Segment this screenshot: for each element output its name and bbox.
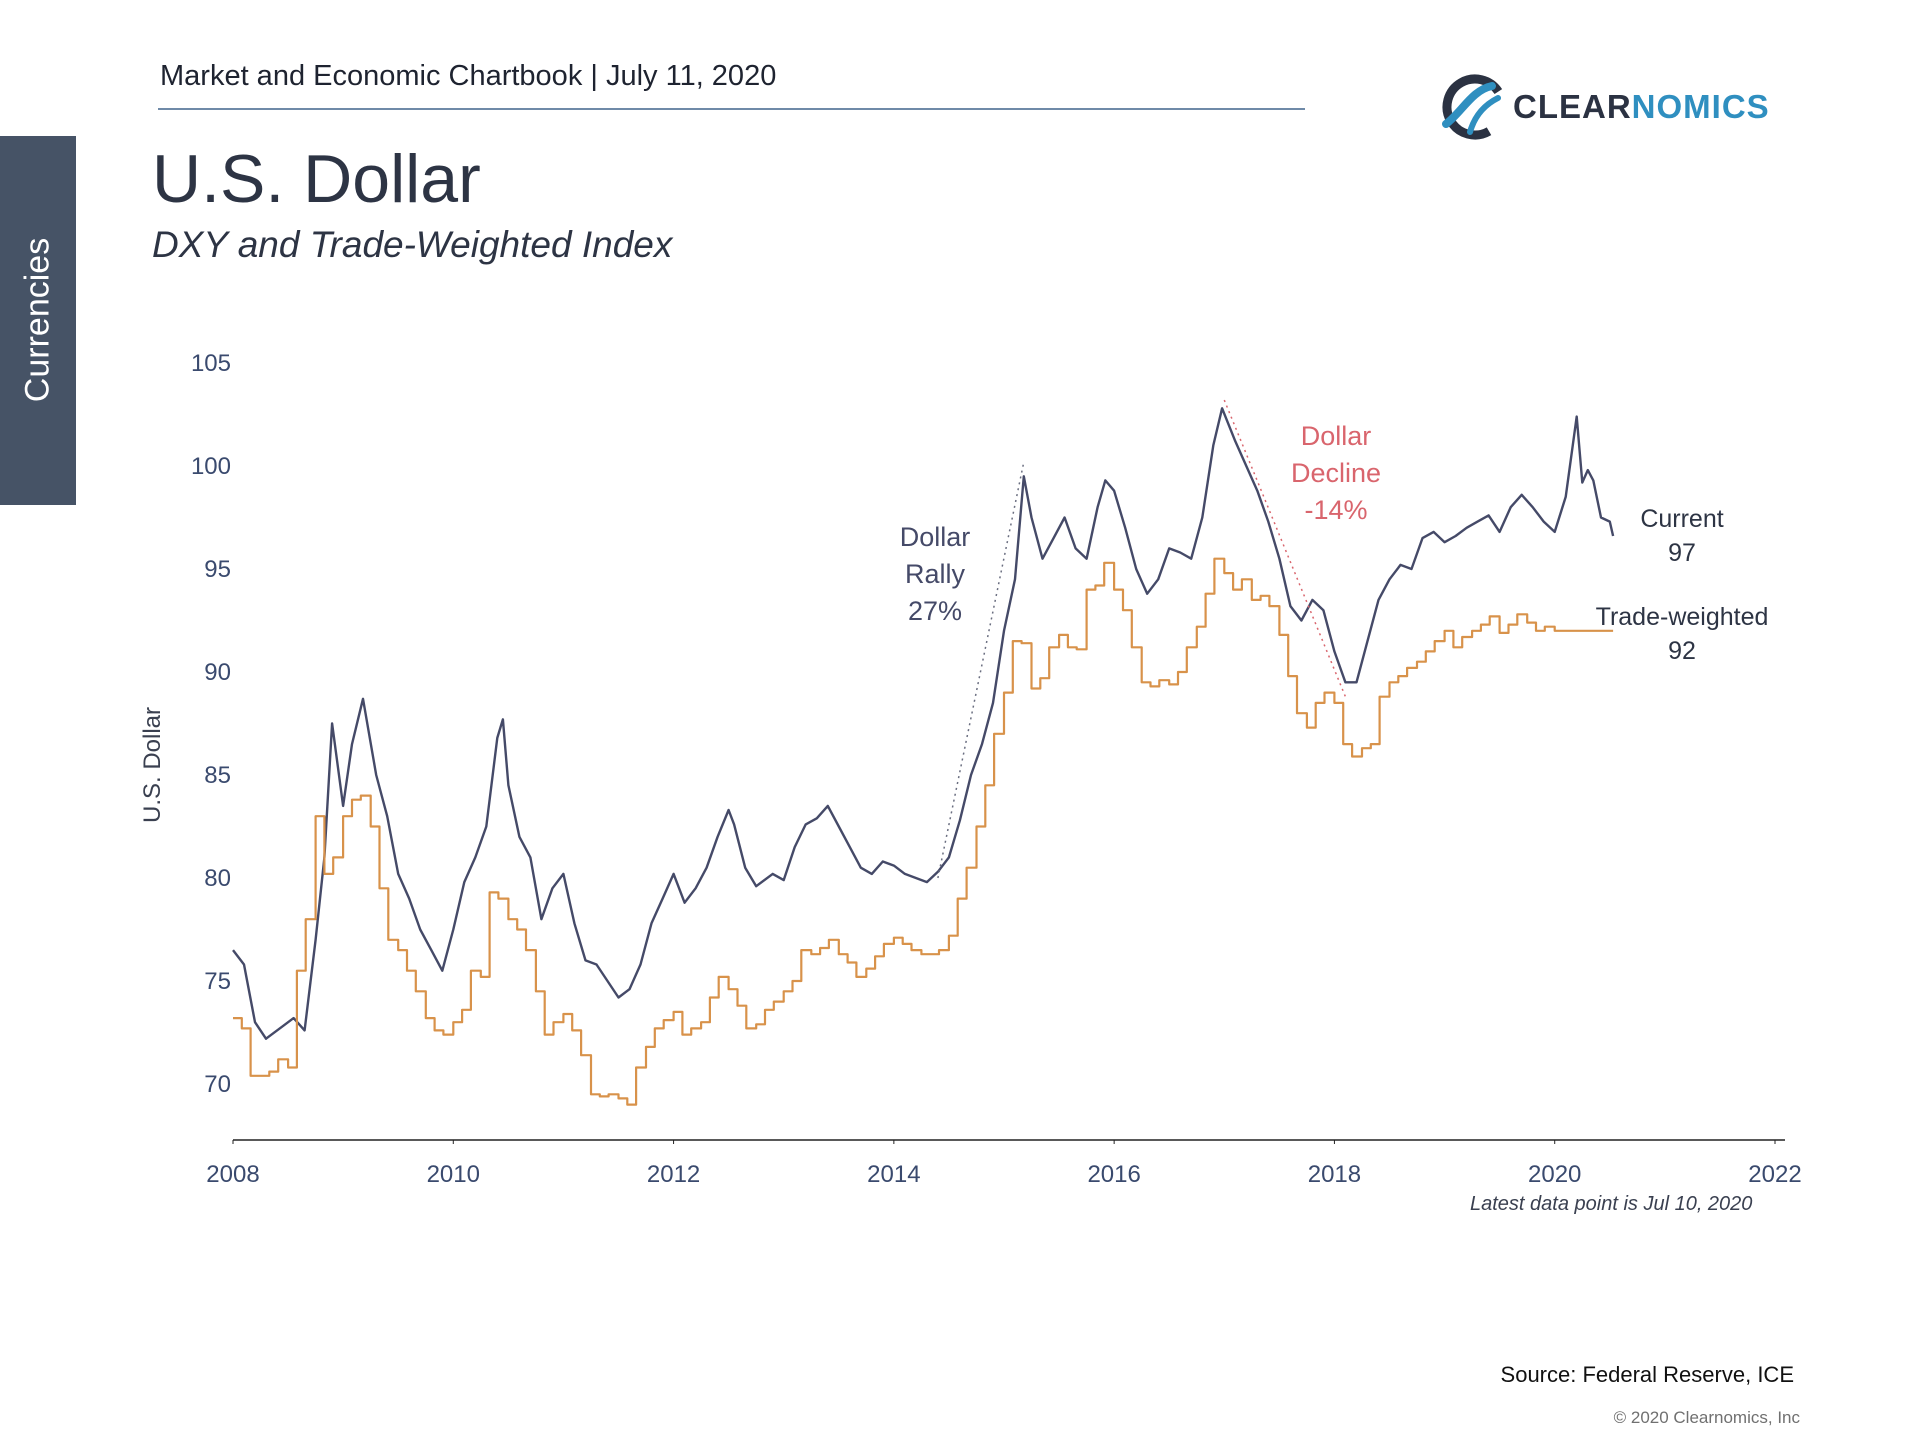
decline-label-line-0: Dollar <box>1301 421 1372 451</box>
y-tick-label-105: 105 <box>191 350 231 377</box>
rally-guide-line <box>937 461 1025 879</box>
current-label-line-1: 97 <box>1668 539 1696 567</box>
rally-label-line-2: 27% <box>908 596 962 626</box>
rally-label-line-1: Rally <box>905 559 966 589</box>
clearnomics-logo-icon <box>1442 74 1508 140</box>
decline-label-line-2: -14% <box>1304 495 1367 525</box>
y-tick-label-75: 75 <box>204 968 231 995</box>
trade-weighted-label-line-1: 92 <box>1668 637 1696 665</box>
brand-name-part-2: NOMICS <box>1631 88 1770 125</box>
y-tick-label-70: 70 <box>204 1071 231 1098</box>
brand-name-part-1: CLEAR <box>1513 88 1632 125</box>
rally-label-line-0: Dollar <box>900 522 971 552</box>
current-label-line-0: Current <box>1640 505 1723 533</box>
x-tick-label-2020: 2020 <box>1528 1161 1581 1188</box>
trade-weighted-label-line-0: Trade-weighted <box>1596 603 1769 631</box>
brand-name: CLEARNOMICS <box>1513 88 1770 126</box>
y-tick-label-80: 80 <box>204 865 231 892</box>
y-tick-label-85: 85 <box>204 762 231 789</box>
x-tick-label-2010: 2010 <box>427 1161 480 1188</box>
latest-data-note: Latest data point is Jul 10, 2020 <box>1470 1193 1753 1215</box>
x-tick-label-2022: 2022 <box>1748 1161 1801 1188</box>
copyright-note: © 2020 Clearnomics, Inc <box>1613 1408 1800 1427</box>
y-tick-label-95: 95 <box>204 556 231 583</box>
page-subtitle: DXY and Trade-Weighted Index <box>152 224 673 265</box>
source-note: Source: Federal Reserve, ICE <box>1500 1362 1794 1387</box>
chartbook-title: Market and Economic Chartbook | July 11,… <box>160 60 777 92</box>
y-axis-label: U.S. Dollar <box>139 707 166 823</box>
x-tick-label-2016: 2016 <box>1087 1161 1140 1188</box>
x-tick-label-2008: 2008 <box>206 1161 259 1188</box>
series-line-trade-weighted <box>233 557 1614 1106</box>
x-tick-label-2012: 2012 <box>647 1161 700 1188</box>
y-tick-label-90: 90 <box>204 659 231 686</box>
header-rule <box>158 108 1305 110</box>
page-title: U.S. Dollar <box>152 141 481 217</box>
x-tick-label-2018: 2018 <box>1308 1161 1361 1188</box>
decline-label-line-1: Decline <box>1291 458 1381 488</box>
x-tick-label-2014: 2014 <box>867 1161 920 1188</box>
section-tab: Currencies <box>0 136 76 505</box>
series-line-dxy <box>232 407 1615 1040</box>
y-tick-label-100: 100 <box>191 453 231 480</box>
